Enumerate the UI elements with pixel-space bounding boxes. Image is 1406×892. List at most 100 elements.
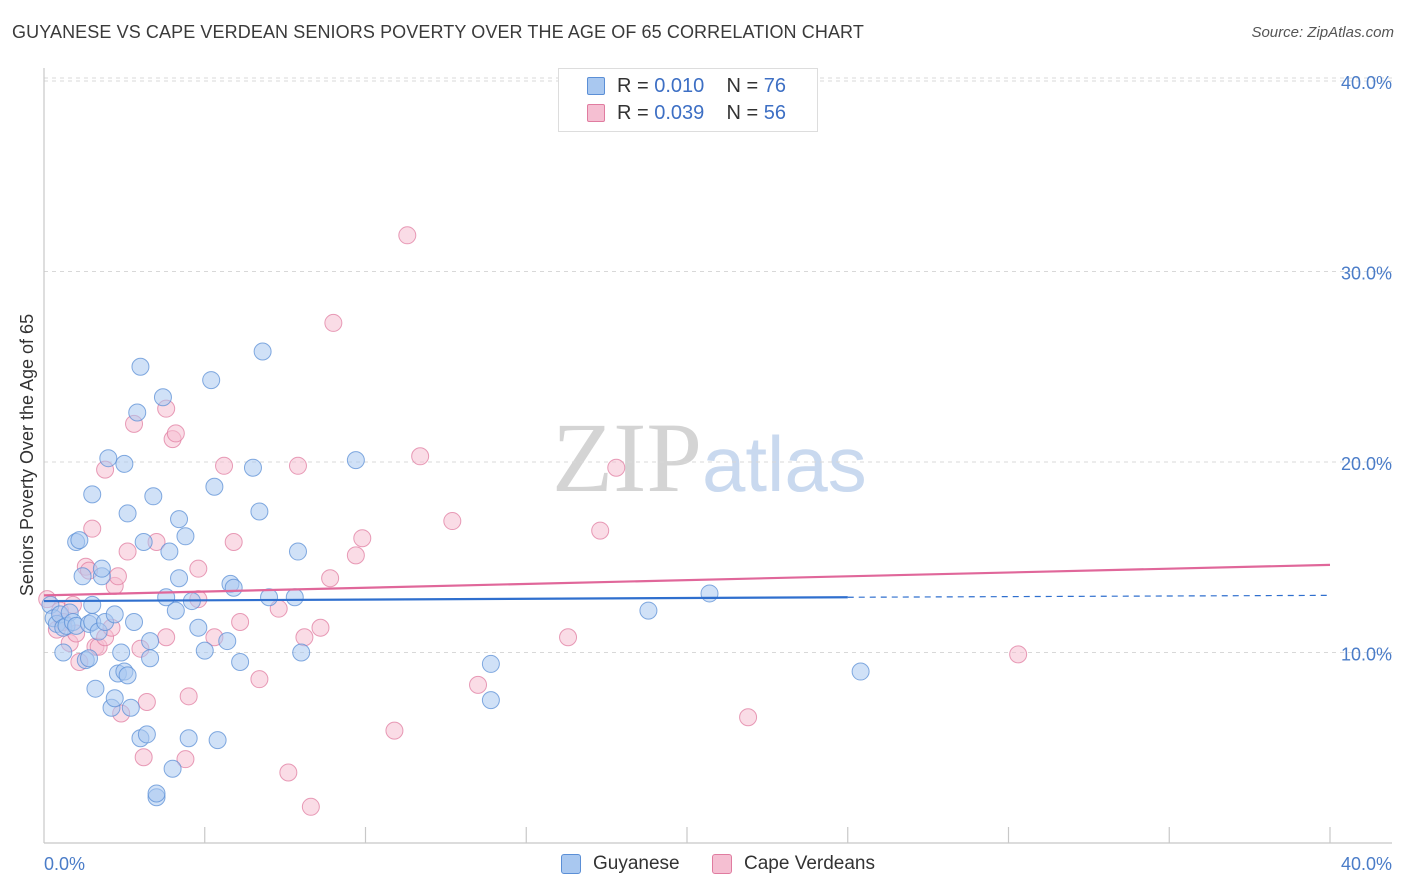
guyanese-point (195, 641, 214, 660)
guyanese-point (260, 588, 279, 607)
guyanese-point (83, 485, 102, 504)
guyanese-point (700, 584, 719, 603)
cape-verdean-point (189, 559, 208, 578)
guyanese-point (99, 449, 118, 468)
guyanese-point (639, 601, 658, 620)
cape-verdean-point (559, 628, 578, 647)
cape-verdean-point (591, 521, 610, 540)
y-tick-label: 30.0% (1341, 264, 1392, 284)
guyanese-trend-extension (847, 594, 1331, 598)
cape-verdean-point (288, 456, 307, 475)
x-tick-label-max: 40.0% (1341, 854, 1392, 874)
guyanese-point (205, 477, 224, 496)
cape-verdean-swatch (587, 104, 605, 122)
cape-verdean-point (353, 529, 372, 548)
r-label: R = (617, 75, 649, 97)
guyanese-point (851, 662, 870, 681)
guyanese-point (125, 613, 144, 632)
guyanese-point (86, 679, 105, 698)
axes (43, 68, 1392, 844)
guyanese-point (118, 666, 137, 685)
x-tick-label-min: 0.0% (44, 854, 85, 874)
guyanese-point (137, 725, 156, 744)
guyanese-point (163, 759, 182, 778)
guyanese-point (141, 632, 160, 651)
guyanese-point (481, 691, 500, 710)
guyanese-point (92, 559, 111, 578)
guyanese-point (253, 342, 272, 361)
cape-verdean-point (108, 567, 127, 586)
guyanese-point (153, 388, 172, 407)
cape-verdean-point (324, 313, 343, 332)
guyanese-point (224, 578, 243, 597)
cape-verdean-point (231, 613, 250, 632)
legend-label-cape-verdeans: Cape Verdeans (744, 853, 875, 874)
r-label: R = (617, 102, 649, 124)
source-credit: Source: ZipAtlas.com (1251, 24, 1394, 41)
trend-lines (43, 563, 1331, 603)
series-legend: Guyanese Cape Verdeans (0, 852, 1406, 878)
y-tick-label: 40.0% (1341, 73, 1392, 93)
guyanese-point (218, 632, 237, 651)
guyanese-point (243, 458, 262, 477)
y-axis-title: Seniors Poverty Over the Age of 65 (17, 314, 37, 596)
guyanese-point (83, 595, 102, 614)
data-points (38, 226, 1028, 816)
guyanese-point (292, 643, 311, 662)
guyanese-point (80, 649, 99, 668)
n-label: N = (726, 102, 759, 124)
y-tick-label: 20.0% (1341, 454, 1392, 474)
cape-verdean-point (215, 456, 234, 475)
guyanese-swatch (561, 854, 581, 874)
correlation-legend: R = 0.010 N = 76 R = 0.039 N = 56 (558, 68, 818, 132)
guyanese-point (160, 542, 179, 561)
watermark-zip: ZIP (552, 402, 702, 513)
guyanese-point (141, 649, 160, 668)
cape-verdean-trend-line (43, 563, 1331, 597)
guyanese-point (346, 451, 365, 470)
guyanese-point (176, 527, 195, 546)
cape-verdean-point (301, 797, 320, 816)
guyanese-swatch (587, 77, 605, 95)
guyanese-point (134, 533, 153, 552)
cape-verdean-point (321, 569, 340, 588)
n-value: 76 (763, 75, 787, 97)
n-value: 56 (763, 102, 787, 124)
cape-verdean-point (83, 519, 102, 538)
watermark-atlas: atlas (702, 420, 867, 508)
cape-verdean-point (1009, 645, 1028, 664)
cape-verdean-point (385, 721, 404, 740)
guyanese-point (288, 542, 307, 561)
axis-labels: 10.0% 20.0% 30.0% 40.0% 0.0% 40.0% Seniors Pov… (17, 73, 1392, 874)
cape-verdean-point (443, 512, 462, 531)
cape-verdean-point (134, 748, 153, 767)
guyanese-trend-line (43, 596, 848, 603)
cape-verdean-point (118, 542, 137, 561)
guyanese-point (481, 654, 500, 673)
guyanese-point (115, 454, 134, 473)
guyanese-point (105, 689, 124, 708)
y-tick-label: 10.0% (1341, 645, 1392, 665)
cape-verdean-point (157, 628, 176, 647)
cape-verdean-point (179, 687, 198, 706)
cape-verdean-point (398, 226, 417, 245)
guyanese-point (70, 531, 89, 550)
cape-verdean-point (607, 458, 626, 477)
guyanese-point (208, 731, 227, 750)
guyanese-point (202, 371, 221, 390)
guyanese-point (147, 784, 166, 803)
guyanese-point (170, 510, 189, 529)
guyanese-point (54, 643, 73, 662)
r-value: 0.010 (654, 75, 705, 97)
cape-verdean-point (739, 708, 758, 727)
guyanese-point (285, 588, 304, 607)
r-value: 0.039 (654, 102, 705, 124)
guyanese-point (128, 403, 147, 422)
guyanese-point (250, 502, 269, 521)
cape-verdean-point (279, 763, 298, 782)
legend-text-cape: R = 0.039 N = 56 (617, 102, 786, 125)
cape-verdean-point (469, 675, 488, 694)
cape-verdean-point (176, 750, 195, 769)
cape-verdean-point (250, 670, 269, 689)
cape-verdean-point (346, 546, 365, 565)
